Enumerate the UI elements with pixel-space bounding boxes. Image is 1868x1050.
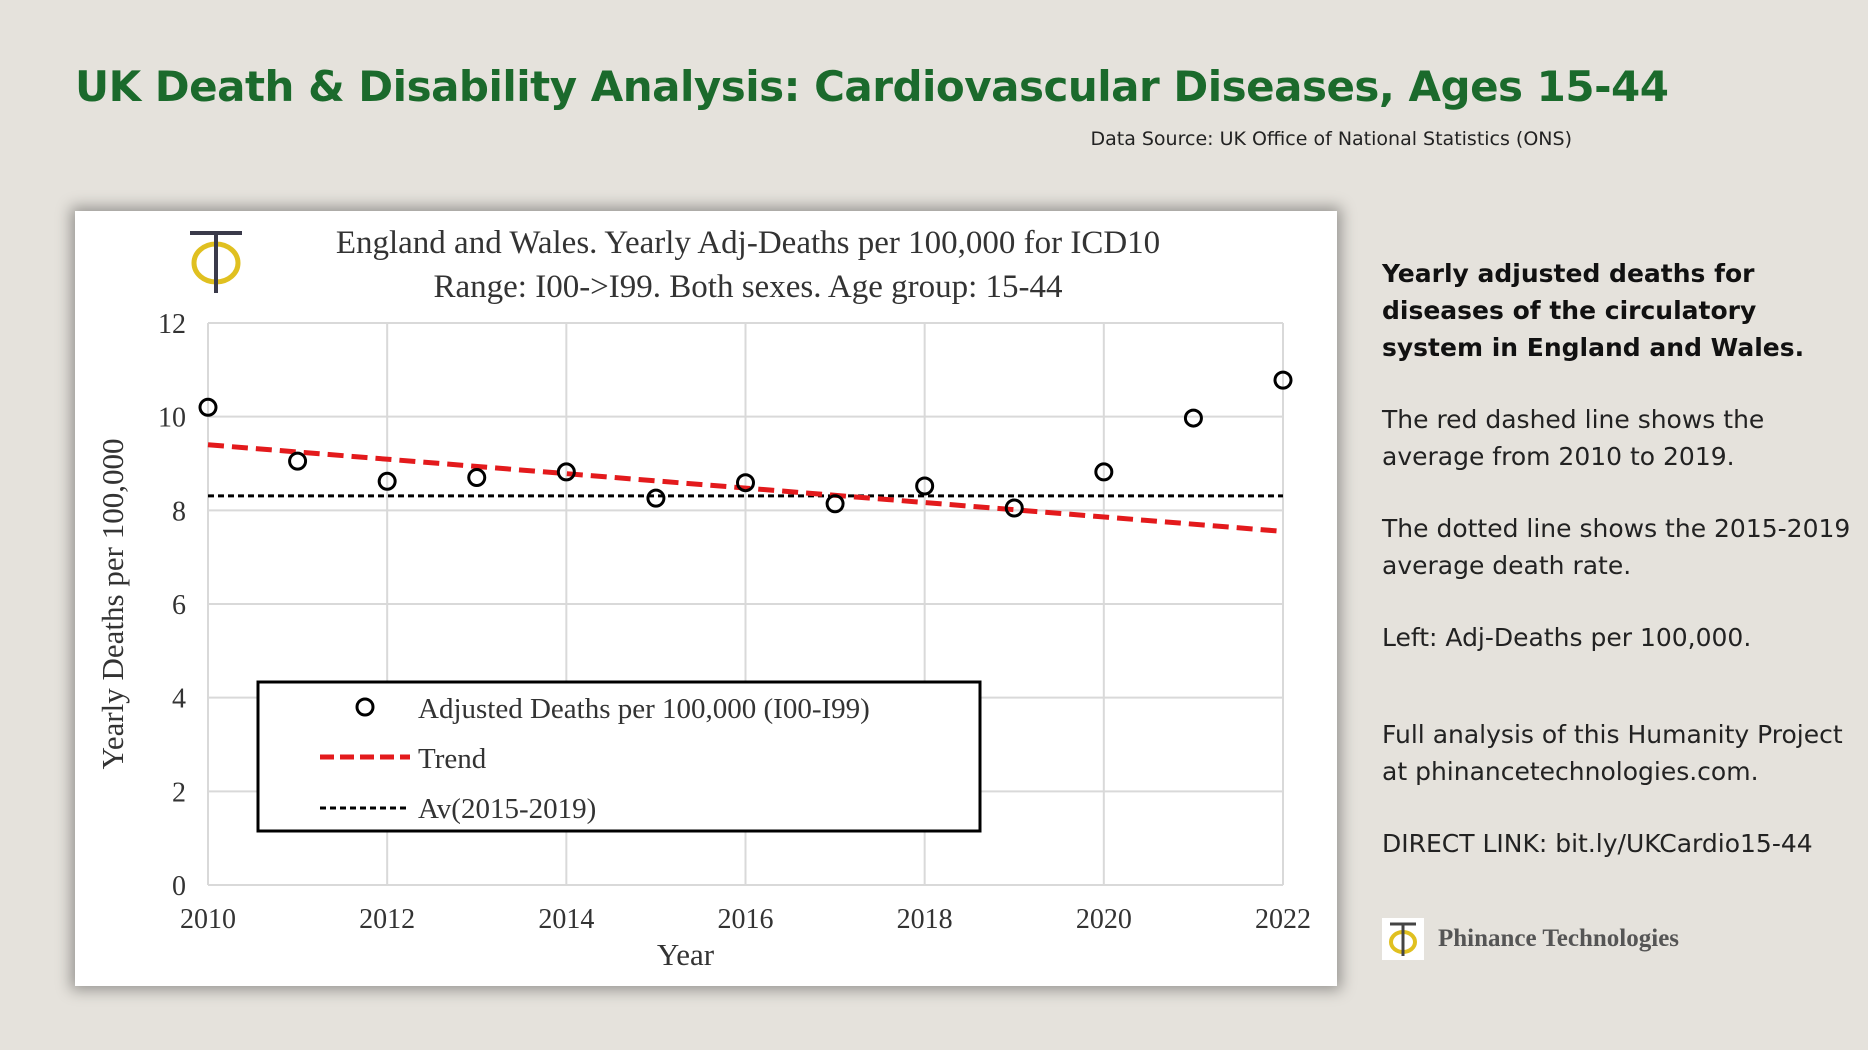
x-axis-label: Year	[657, 937, 715, 972]
x-tick-label: 2014	[538, 904, 594, 935]
note-average: The dotted line shows the 2015-2019 aver…	[1382, 514, 1851, 580]
data-point	[1094, 462, 1114, 482]
x-tick-label: 2012	[359, 904, 415, 935]
x-tick-label: 2018	[897, 904, 953, 935]
data-point	[1273, 370, 1293, 390]
trend-line	[207, 442, 1284, 534]
chart-title-line: Range: I00->I99. Both sexes. Age group: …	[433, 269, 1062, 305]
data-source: Data Source: UK Office of National Stati…	[1090, 128, 1572, 150]
brand: Phinance Technologies	[1382, 918, 1679, 960]
legend-label: Adjusted Deaths per 100,000 (I00-I99)	[418, 693, 870, 725]
x-tick-label: 2016	[718, 904, 774, 935]
side-heading: Yearly adjusted deaths for diseases of t…	[1382, 259, 1805, 362]
y-tick-label: 0	[172, 871, 186, 902]
legend-box	[256, 680, 982, 833]
data-point	[198, 397, 218, 417]
legend-label: Trend	[418, 743, 487, 775]
data-point	[288, 451, 308, 471]
side-notes: Yearly adjusted deaths for diseases of t…	[1382, 255, 1852, 897]
data-point	[915, 476, 935, 496]
y-tick-label: 6	[172, 590, 186, 621]
chart-title-line: England and Wales. Yearly Adj-Deaths per…	[336, 225, 1160, 261]
data-point	[736, 473, 755, 493]
brand-name: Phinance Technologies	[1438, 925, 1680, 952]
chart-card: England and Wales. Yearly Adj-Deaths per…	[75, 211, 1337, 986]
page-title: UK Death & Disability Analysis: Cardiova…	[75, 62, 1669, 111]
chart: England and Wales. Yearly Adj-Deaths per…	[95, 225, 1311, 972]
y-tick-label: 2	[172, 777, 186, 808]
y-tick-label: 12	[158, 309, 186, 340]
y-tick-label: 8	[172, 496, 186, 527]
direct-link[interactable]: DIRECT LINK: bit.ly/UKCardio15-44	[1382, 829, 1813, 858]
note-axis: Left: Adj-Deaths per 100,000.	[1382, 623, 1752, 652]
note-analysis: Full analysis of this Humanity Project a…	[1382, 720, 1843, 786]
legend-marker-points	[355, 697, 375, 717]
x-tick-label: 2020	[1076, 904, 1132, 935]
legend-label: Av(2015-2019)	[418, 793, 596, 825]
data-point	[1183, 408, 1203, 428]
x-tick-label: 2022	[1255, 904, 1311, 935]
data-point	[377, 471, 397, 491]
x-tick-label: 2010	[180, 904, 236, 935]
phinance-logo-icon	[1382, 918, 1424, 960]
data-point	[1004, 498, 1024, 518]
data-point	[825, 494, 845, 514]
y-axis-label: Yearly Deaths per 100,000	[95, 439, 130, 770]
data-point	[467, 468, 487, 488]
data-point	[646, 488, 666, 508]
note-trend: The red dashed line shows the average fr…	[1382, 405, 1765, 471]
data-point	[556, 462, 576, 482]
y-tick-label: 10	[158, 403, 186, 434]
y-tick-label: 4	[172, 684, 186, 715]
